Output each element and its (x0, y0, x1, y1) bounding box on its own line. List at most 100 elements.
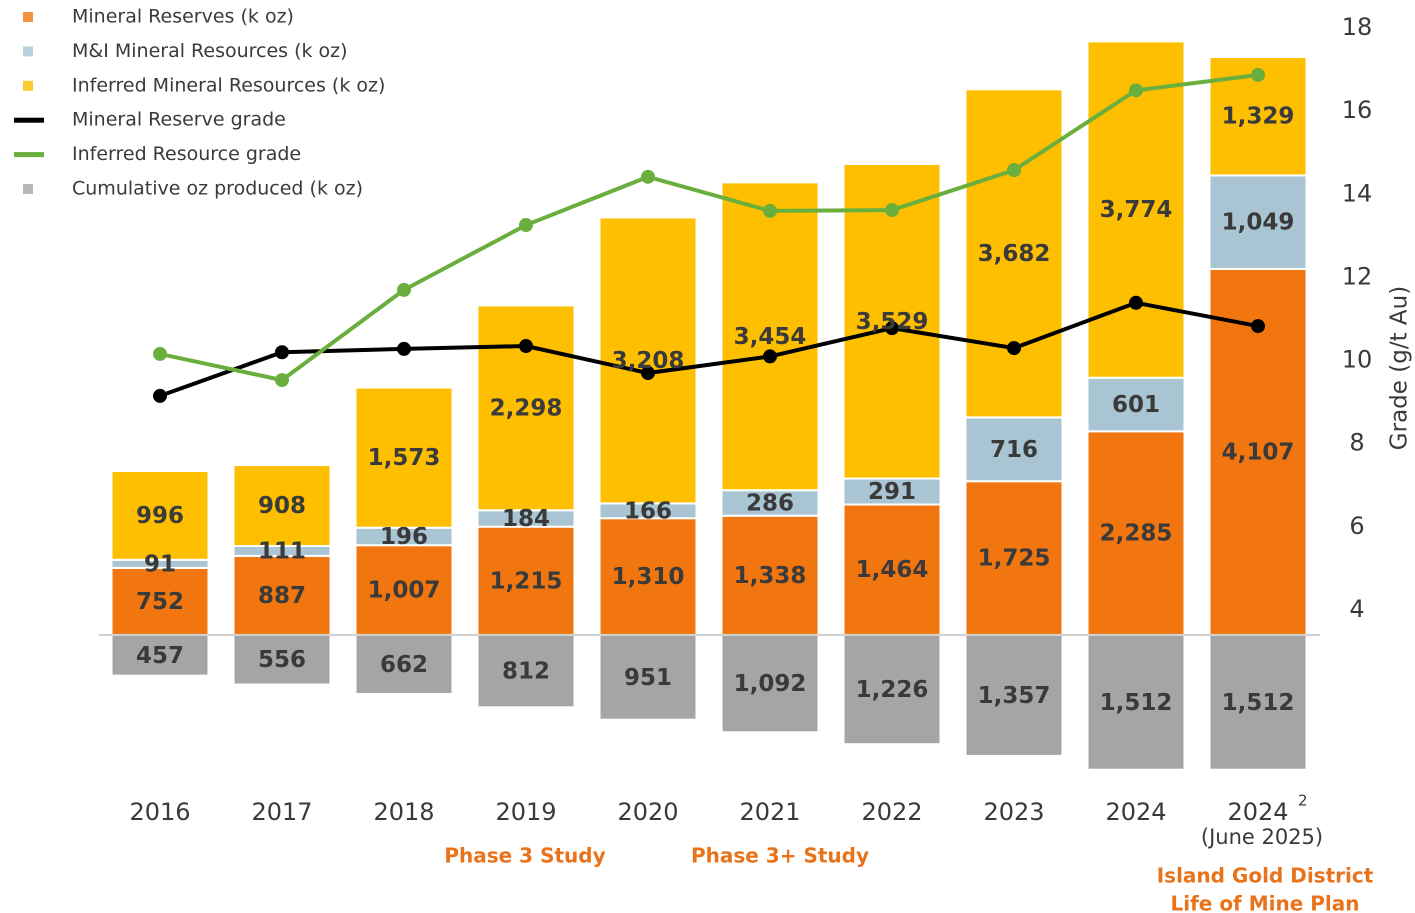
data-label: 2,285 (1100, 521, 1173, 547)
data-label: 1,357 (978, 683, 1051, 709)
data-label: 184 (502, 506, 550, 532)
data-label: 716 (990, 437, 1038, 463)
bar-segment (232, 633, 332, 686)
legend-label: Inferred Resource grade (72, 143, 301, 165)
x-tick-label: 2022 (861, 798, 922, 826)
bar-segment (1208, 633, 1308, 771)
grade-point (1251, 67, 1265, 82)
x-tick-label: 2023 (983, 798, 1044, 826)
x-tick-label: 2024 (1227, 798, 1288, 826)
y2-tick-label: 10 (1342, 346, 1373, 374)
data-label: 3,682 (978, 241, 1051, 267)
data-label: 1,215 (490, 568, 563, 594)
data-label: 662 (380, 652, 428, 678)
data-label: 951 (624, 665, 672, 691)
legend-marker (23, 12, 33, 22)
data-label: 1,329 (1222, 104, 1295, 130)
data-label: 166 (624, 498, 672, 524)
data-label: 3,774 (1100, 197, 1173, 223)
bar-segment (964, 88, 1064, 419)
grade-point (641, 366, 655, 381)
data-label: 1,338 (734, 563, 807, 589)
data-label: 1,725 (978, 546, 1051, 572)
grade-point (1129, 295, 1143, 310)
data-label: 1,049 (1222, 210, 1295, 236)
data-label: 3,454 (734, 324, 807, 350)
legend-label: Mineral Reserves (k oz) (72, 6, 294, 28)
data-label: 1,464 (856, 557, 929, 583)
legend-label: Mineral Reserve grade (72, 109, 286, 131)
data-label: 2,298 (490, 395, 563, 421)
y2-axis-title: Grade (g/t Au) (1387, 286, 1413, 450)
bar-segment (720, 514, 820, 636)
data-label: 752 (136, 589, 184, 615)
grade-line (159, 72, 1259, 383)
grade-point (275, 373, 289, 388)
data-label: 887 (258, 583, 306, 609)
bar-segment (842, 633, 942, 746)
grade-point (1007, 341, 1021, 356)
grade-point (885, 321, 899, 336)
grade-point (1251, 319, 1265, 334)
bar-segment (354, 633, 454, 695)
data-label: 1,007 (368, 578, 441, 604)
data-label: 996 (136, 503, 184, 529)
y2-tick-label: 16 (1342, 96, 1373, 124)
data-label: 3,208 (612, 348, 685, 374)
y2-tick-label: 4 (1349, 595, 1364, 623)
grade-point (1007, 163, 1021, 178)
x-tick-label: 2019 (495, 798, 556, 826)
legend-marker (23, 80, 33, 91)
data-label: 812 (502, 659, 550, 685)
data-label: 457 (136, 643, 184, 669)
bar-segment (354, 386, 454, 529)
x-tick-label: 2020 (617, 798, 678, 826)
y2-tick-label: 12 (1342, 262, 1373, 290)
x-tick-label: 2018 (373, 798, 434, 826)
bar-segment (476, 525, 576, 636)
grade-point (885, 203, 899, 218)
legend-marker (14, 117, 44, 123)
data-label: 1,226 (856, 677, 929, 703)
data-label: 196 (380, 524, 428, 550)
bar-segment (964, 633, 1064, 757)
x-tick-superscript: 2 (1298, 792, 1308, 810)
grade-point (519, 339, 533, 354)
legend-label: Inferred Mineral Resources (k oz) (72, 74, 385, 96)
x-tick-label: 2017 (251, 798, 312, 826)
y2-tick-label: 6 (1349, 512, 1364, 540)
x-tick-sublabel: (June 2025) (1201, 825, 1323, 849)
data-label: 111 (258, 538, 306, 564)
grade-point (275, 345, 289, 360)
grade-point (153, 346, 167, 361)
x-tick-label: 2021 (739, 798, 800, 826)
data-label: 908 (258, 493, 306, 519)
grade-point (519, 218, 533, 233)
data-label: 556 (258, 647, 306, 673)
legend-label: Cumulative oz produced (k oz) (72, 178, 363, 200)
data-label: 286 (746, 490, 794, 516)
data-label: 601 (1112, 392, 1160, 418)
bar-segment (110, 470, 210, 561)
data-label: 1,573 (368, 445, 441, 471)
legend-marker (23, 184, 33, 194)
data-label: 91 (144, 551, 176, 577)
bar-segment (720, 181, 820, 492)
grade-point (1129, 83, 1143, 98)
data-label: 291 (868, 479, 916, 505)
annotation: Life of Mine Plan (1170, 892, 1359, 913)
legend-label: M&I Mineral Resources (k oz) (72, 40, 348, 62)
annotation: Phase 3+ Study (691, 844, 869, 868)
legend-marker (14, 152, 44, 158)
bar-segment (232, 464, 332, 548)
annotation: Island Gold District (1157, 864, 1374, 888)
grade-point (763, 203, 777, 218)
data-label: 1,310 (612, 564, 685, 590)
annotation: Phase 3 Study (444, 844, 605, 868)
grade-point (153, 388, 167, 403)
data-label: 3,529 (856, 309, 929, 335)
data-label: 1,092 (734, 671, 807, 697)
grade-point (763, 349, 777, 364)
x-tick-label: 2016 (129, 798, 190, 826)
